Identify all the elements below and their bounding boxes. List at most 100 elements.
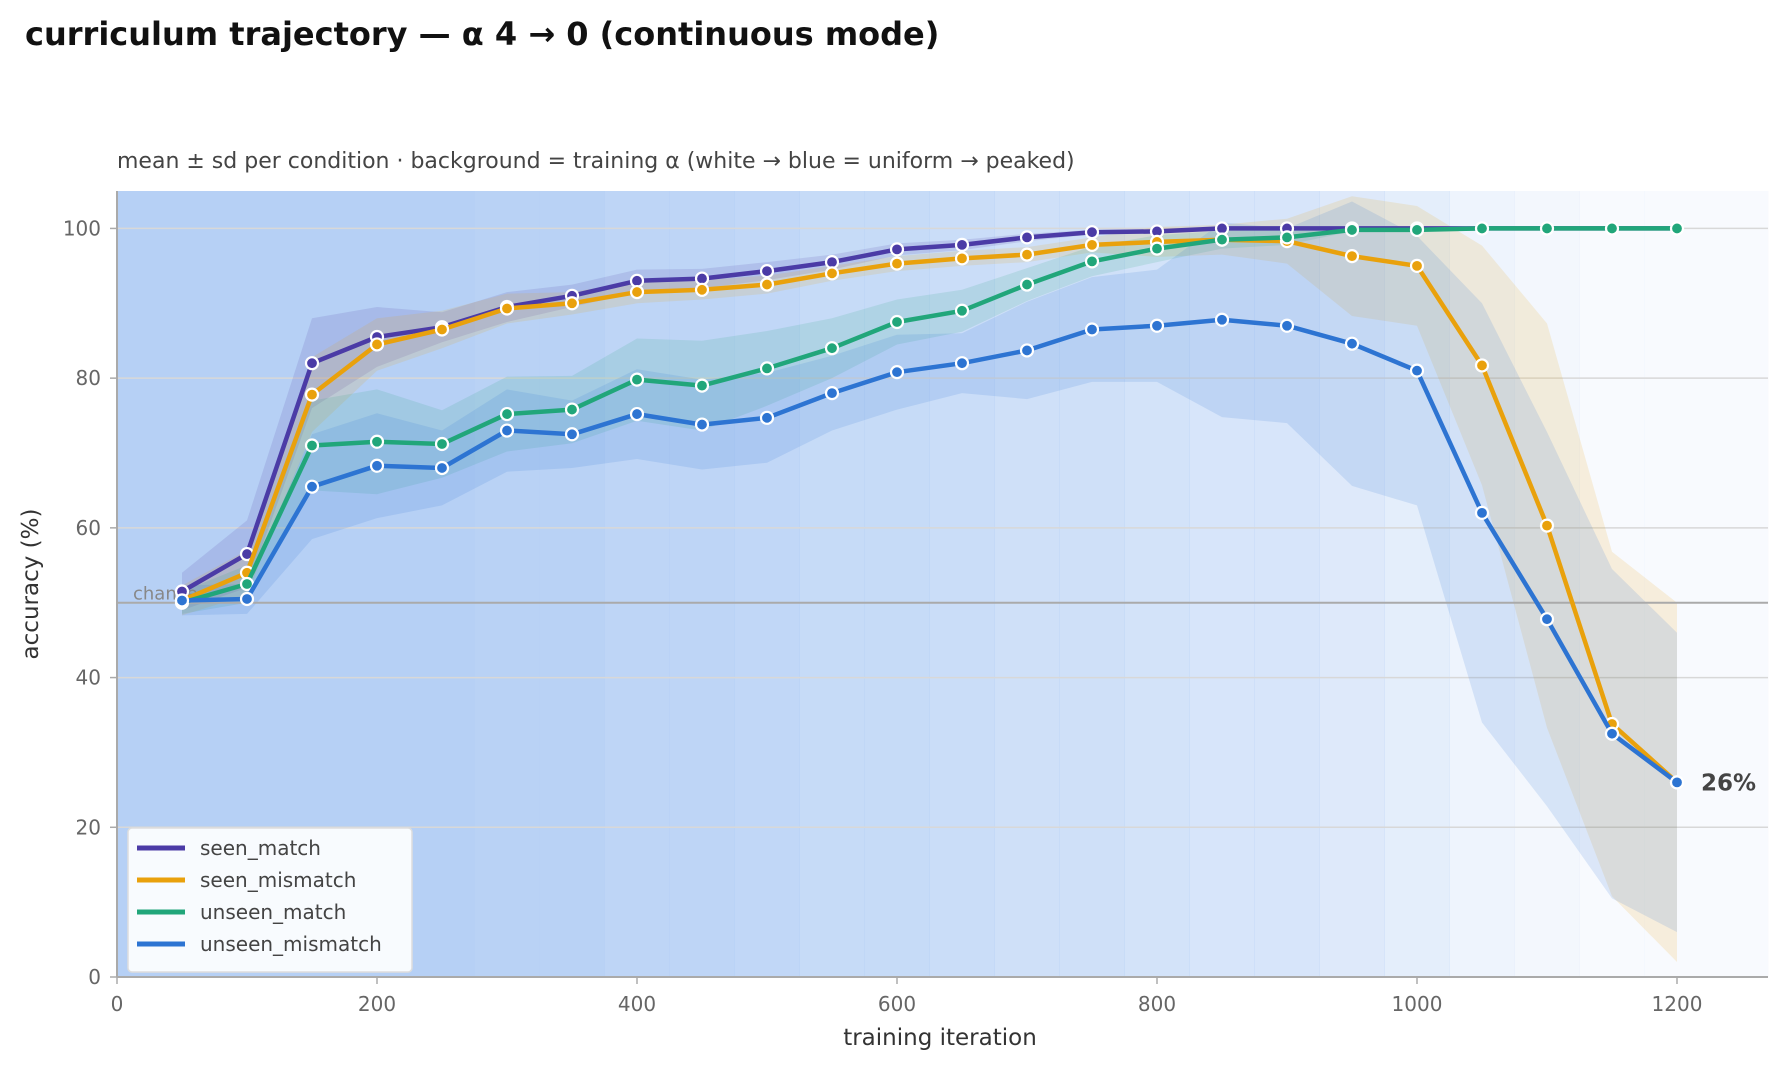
seen_match-point bbox=[759, 263, 775, 279]
unseen_match-point bbox=[1539, 221, 1555, 236]
alpha-bg-cell bbox=[799, 191, 865, 977]
alpha-bg-cell bbox=[539, 191, 605, 977]
seen_match-point bbox=[304, 356, 320, 371]
alpha-bg-cell bbox=[929, 191, 995, 977]
unseen_mismatch-point bbox=[434, 460, 450, 476]
unseen_mismatch-point bbox=[889, 365, 905, 380]
alpha-bg-cell bbox=[474, 191, 540, 977]
unseen_match-line bbox=[179, 226, 1680, 605]
axes bbox=[116, 191, 1768, 978]
unseen_match-point bbox=[694, 378, 710, 393]
unseen_mismatch-point bbox=[1344, 336, 1360, 351]
unseen_match-point bbox=[629, 372, 645, 387]
unseen_mismatch-point bbox=[954, 356, 970, 371]
alpha-bg-cell bbox=[1059, 191, 1125, 977]
y-tick-label: 60 bbox=[76, 516, 101, 540]
tick-labels: 0 200 400 600 800 1000 1200 0 20 40 60 80 100 bbox=[63, 216, 1703, 1016]
alpha-bg-cell bbox=[669, 191, 735, 977]
seen_mismatch-point bbox=[954, 251, 970, 266]
unseen_mismatch-line bbox=[179, 317, 1680, 785]
alpha-bg-cell bbox=[994, 191, 1060, 977]
seen_mismatch-point bbox=[369, 337, 385, 352]
legend-label: seen_mismatch bbox=[200, 868, 356, 892]
seen_mismatch-point bbox=[694, 282, 710, 297]
unseen_match-point bbox=[1669, 221, 1685, 236]
sd-bands bbox=[182, 196, 1677, 962]
seen_mismatch-point bbox=[1474, 358, 1490, 373]
chart-subtitle: mean ± sd per condition · background = t… bbox=[117, 149, 1075, 174]
unseen_mismatch-point bbox=[1214, 312, 1230, 327]
unseen_mismatch-point bbox=[1149, 318, 1165, 333]
unseen_mismatch-point bbox=[564, 427, 580, 442]
y-tick-label: 0 bbox=[88, 965, 101, 989]
unseen_mismatch-point bbox=[499, 423, 515, 438]
seen_mismatch-point bbox=[629, 284, 645, 300]
unseen_match-point bbox=[239, 576, 255, 592]
legend-box bbox=[127, 827, 413, 973]
unseen_match-sd-band bbox=[182, 228, 1677, 614]
unseen_match-point bbox=[304, 438, 320, 453]
unseen_mismatch-point bbox=[1539, 612, 1555, 627]
unseen_mismatch-point bbox=[1474, 505, 1490, 520]
x-tick-label: 600 bbox=[878, 992, 916, 1016]
unseen_match-point bbox=[1604, 221, 1620, 236]
unseen_match-point bbox=[1474, 221, 1490, 236]
unseen_match-point bbox=[499, 406, 515, 422]
unseen_match-point bbox=[1344, 222, 1360, 238]
end-value-label: 26% bbox=[1701, 770, 1756, 796]
seen_mismatch-point bbox=[564, 296, 580, 311]
seen_mismatch-point bbox=[759, 277, 775, 292]
alpha-background bbox=[117, 191, 1769, 977]
alpha-bg-cell bbox=[734, 191, 800, 977]
x-tick-label: 200 bbox=[358, 992, 396, 1016]
unseen_mismatch-point bbox=[1279, 318, 1295, 333]
unseen_match-point bbox=[564, 402, 580, 417]
legend-label: unseen_match bbox=[200, 900, 346, 924]
seen_mismatch-point bbox=[499, 301, 515, 316]
unseen_mismatch-point bbox=[239, 591, 255, 607]
x-axis-label: training iteration bbox=[843, 1025, 1037, 1051]
unseen_mismatch-point bbox=[1669, 775, 1685, 790]
y-tick-label: 40 bbox=[76, 666, 101, 690]
seen_mismatch-point bbox=[1344, 249, 1360, 264]
alpha-bg-cell bbox=[1644, 191, 1769, 977]
y-tick-label: 80 bbox=[76, 366, 101, 390]
unseen_match-point bbox=[1084, 254, 1100, 269]
alpha-bg-cell bbox=[1449, 191, 1515, 977]
seen_mismatch-point bbox=[1019, 247, 1035, 262]
unseen_mismatch-point bbox=[369, 458, 385, 473]
x-tick-label: 1000 bbox=[1392, 992, 1443, 1016]
seen_mismatch-point bbox=[304, 387, 320, 402]
unseen_mismatch-point bbox=[1019, 343, 1035, 358]
unseen_match-point bbox=[889, 314, 905, 330]
legend: seen_match seen_mismatch unseen_matchunsee… bbox=[127, 827, 413, 973]
legend-label: seen_match bbox=[200, 836, 321, 860]
seen_mismatch-point bbox=[1084, 237, 1100, 252]
unseen_mismatch-point bbox=[1084, 322, 1100, 337]
unseen_match-point bbox=[1214, 232, 1230, 247]
unseen_mismatch-point bbox=[694, 417, 710, 432]
unseen_match-point bbox=[954, 303, 970, 318]
unseen_mismatch-point bbox=[304, 479, 320, 494]
alpha-bg-cell bbox=[1579, 191, 1645, 977]
series-lines bbox=[174, 221, 1685, 790]
legend-label: unseen_mismatch bbox=[200, 932, 382, 956]
alpha-bg-cell bbox=[1319, 191, 1385, 977]
unseen_mismatch-point bbox=[824, 386, 840, 401]
x-tick-label: 400 bbox=[618, 992, 656, 1016]
unseen_mismatch-point bbox=[1409, 363, 1425, 378]
unseen_match-point bbox=[1409, 222, 1425, 238]
unseen_match-point bbox=[369, 434, 385, 449]
unseen_mismatch-point bbox=[759, 410, 775, 425]
unseen_mismatch-point bbox=[629, 406, 645, 422]
unseen_match-point bbox=[759, 361, 775, 376]
seen_match-point bbox=[1019, 230, 1035, 245]
unseen_match-point bbox=[1149, 241, 1165, 256]
seen_mismatch-point bbox=[824, 266, 840, 281]
x-tick-label: 800 bbox=[1138, 992, 1176, 1016]
chart-title: curriculum trajectory — α 4 → 0 (continu… bbox=[25, 15, 939, 53]
seen_match-point bbox=[1084, 225, 1100, 240]
y-axis-label: accuracy (%) bbox=[18, 509, 44, 660]
seen_mismatch-point bbox=[1539, 518, 1555, 533]
